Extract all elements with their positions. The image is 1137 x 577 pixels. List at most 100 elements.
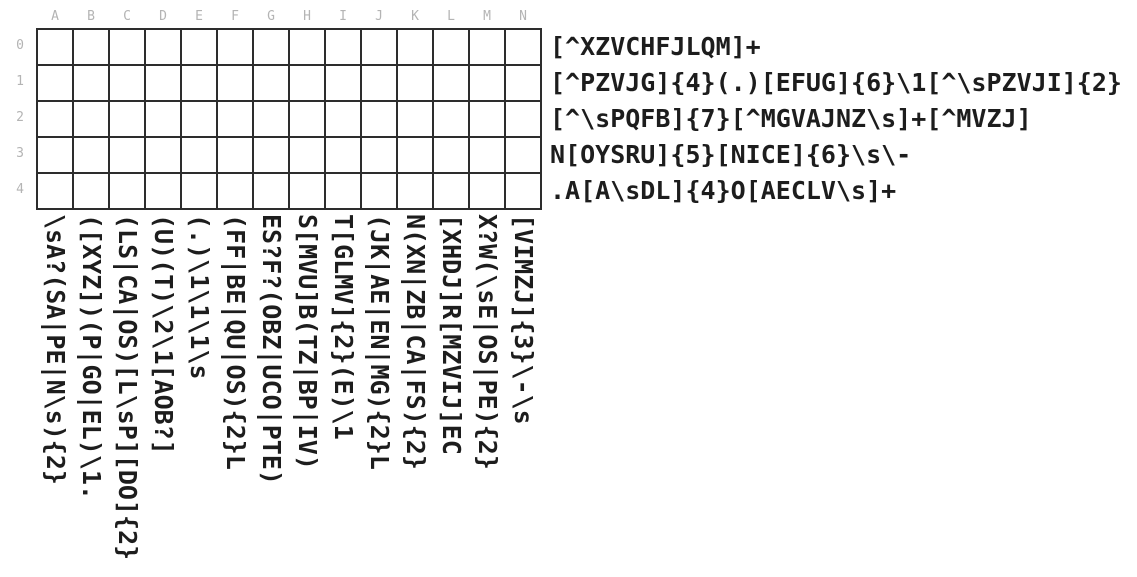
grid-cell[interactable] (145, 29, 181, 65)
grid-cell[interactable] (37, 137, 73, 173)
grid-cell[interactable] (37, 65, 73, 101)
grid-cell[interactable] (505, 65, 541, 101)
grid-cell[interactable] (145, 101, 181, 137)
grid-cell[interactable] (469, 137, 505, 173)
grid-cell[interactable] (325, 137, 361, 173)
grid-cell[interactable] (217, 137, 253, 173)
grid-cell[interactable] (289, 101, 325, 137)
grid-cell[interactable] (217, 173, 253, 209)
grid-cell[interactable] (325, 101, 361, 137)
column-letter-g: G (267, 9, 275, 24)
grid-cell[interactable] (361, 137, 397, 173)
grid-cell[interactable] (181, 65, 217, 101)
column-letter-k: K (411, 9, 419, 24)
column-clue-f: (FF|BE|QU|OS){2}L (221, 214, 250, 470)
grid-cell[interactable] (109, 173, 145, 209)
column-letter-e: E (195, 9, 203, 24)
grid-cell[interactable] (217, 29, 253, 65)
grid-cell[interactable] (73, 137, 109, 173)
grid-cell[interactable] (433, 65, 469, 101)
grid-cell[interactable] (361, 101, 397, 137)
grid-cell[interactable] (181, 137, 217, 173)
column-clue-a: \sA?(SA|PE|N\s){2} (41, 214, 70, 485)
column-clue-g: ES?F?(OBZ|UCO|PTE) (257, 214, 286, 485)
column-clue-c: (LS|CA|OS)[L\sP][DO]{2} (113, 214, 142, 561)
grid-cell[interactable] (145, 65, 181, 101)
grid-cell[interactable] (37, 101, 73, 137)
column-letter-f: F (231, 9, 239, 24)
grid-cell[interactable] (361, 29, 397, 65)
row-number-1: 1 (16, 74, 24, 89)
column-letter-l: L (447, 9, 455, 24)
grid-cell[interactable] (253, 137, 289, 173)
grid-cell[interactable] (397, 173, 433, 209)
grid-cell[interactable] (181, 173, 217, 209)
column-clue-e: (.)\1\1\1\s (185, 214, 214, 380)
row-number-0: 0 (16, 38, 24, 53)
grid-cell[interactable] (145, 137, 181, 173)
column-clue-d: (U)(T)\2\1[AOB?] (149, 214, 178, 455)
grid-cell[interactable] (253, 29, 289, 65)
grid-cell[interactable] (289, 173, 325, 209)
grid-cell[interactable] (469, 173, 505, 209)
column-letter-h: H (303, 9, 311, 24)
column-clue-l: [XHDJ]R[MZVIJ]EC (437, 214, 466, 455)
grid-cell[interactable] (361, 65, 397, 101)
grid-cell[interactable] (37, 173, 73, 209)
grid-cell[interactable] (469, 65, 505, 101)
column-letters: A B C D E F G H I J K L M N (37, 7, 541, 27)
grid-cell[interactable] (109, 65, 145, 101)
column-clue-j: (JK|AE|EN|MG){2}L (365, 214, 394, 470)
column-letter-i: I (339, 9, 347, 24)
grid-cell[interactable] (433, 29, 469, 65)
grid-cell[interactable] (253, 101, 289, 137)
grid-cell[interactable] (73, 29, 109, 65)
row-number-4: 4 (16, 182, 24, 197)
grid-cell[interactable] (433, 137, 469, 173)
grid-cell[interactable] (433, 173, 469, 209)
grid-cell[interactable] (181, 29, 217, 65)
grid-cell[interactable] (397, 101, 433, 137)
grid-cell[interactable] (505, 173, 541, 209)
grid-cell[interactable] (109, 29, 145, 65)
column-clue-n: [VIMZJ]{3}\-\s (509, 214, 538, 425)
row-clue-0: [^XZVCHFJLQM]+ (550, 32, 761, 61)
column-letter-c: C (123, 9, 131, 24)
column-clue-k: N(XN|ZB|CA|FS){2} (401, 214, 430, 470)
column-clue-i: T[GLMV]{2}(E)\1 (329, 214, 358, 440)
row-clue-3: N[OYSRU]{5}[NICE]{6}\s\- (550, 140, 912, 169)
grid-cell[interactable] (109, 137, 145, 173)
grid-cell[interactable] (505, 137, 541, 173)
grid-cell[interactable] (505, 29, 541, 65)
grid-cell[interactable] (469, 29, 505, 65)
row-clue-1: [^PZVJG]{4}(.)[EFUG]{6}\1[^\sPZVJI]{2} (550, 68, 1122, 97)
grid-cell[interactable] (325, 29, 361, 65)
grid-cell[interactable] (397, 137, 433, 173)
grid-cell[interactable] (109, 101, 145, 137)
grid-cell[interactable] (73, 65, 109, 101)
grid-cell[interactable] (433, 101, 469, 137)
column-letter-n: N (519, 9, 527, 24)
grid-cell[interactable] (253, 173, 289, 209)
grid-cell[interactable] (397, 29, 433, 65)
grid-cell[interactable] (397, 65, 433, 101)
grid-cell[interactable] (289, 29, 325, 65)
grid-cell[interactable] (73, 173, 109, 209)
column-clue-b: ([XYZ])(P|GO|EL)\1. (77, 214, 106, 500)
grid-cell[interactable] (505, 101, 541, 137)
grid-cell[interactable] (253, 65, 289, 101)
grid-cell[interactable] (145, 173, 181, 209)
grid-cell[interactable] (73, 101, 109, 137)
grid-cell[interactable] (361, 173, 397, 209)
grid-cell[interactable] (217, 101, 253, 137)
grid-cell[interactable] (469, 101, 505, 137)
grid-cell[interactable] (181, 101, 217, 137)
grid-cell[interactable] (289, 65, 325, 101)
column-letter-a: A (51, 9, 59, 24)
grid-cell[interactable] (325, 173, 361, 209)
grid-cell[interactable] (37, 29, 73, 65)
grid-cell[interactable] (217, 65, 253, 101)
grid-cell[interactable] (289, 137, 325, 173)
row-number-2: 2 (16, 110, 24, 125)
grid-cell[interactable] (325, 65, 361, 101)
